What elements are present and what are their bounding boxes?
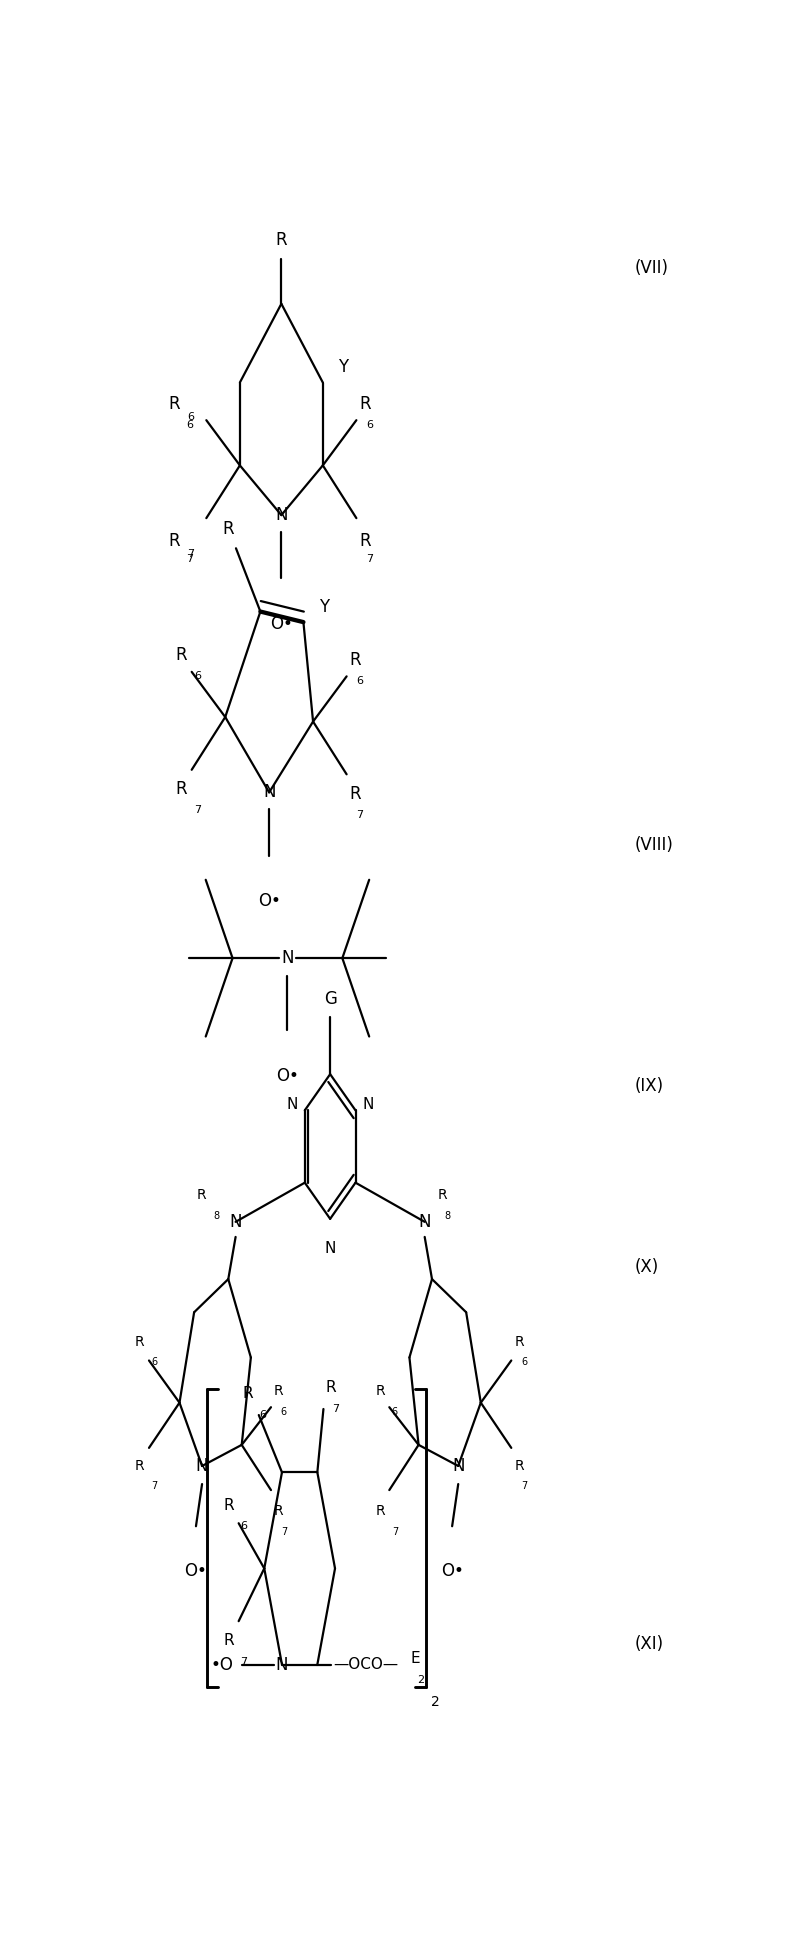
Text: G: G [323, 990, 337, 1008]
Text: R: R [176, 646, 187, 663]
Text: R: R [224, 1634, 234, 1648]
Text: R: R [135, 1460, 145, 1474]
Text: N: N [452, 1456, 464, 1476]
Text: 2: 2 [417, 1675, 424, 1685]
Text: N: N [196, 1456, 209, 1476]
Text: R: R [168, 395, 180, 413]
Text: (IX): (IX) [635, 1076, 664, 1096]
Text: R: R [360, 395, 371, 413]
Text: 7: 7 [281, 1526, 287, 1538]
Text: R: R [176, 781, 187, 798]
Text: 7: 7 [333, 1403, 340, 1415]
Text: N: N [275, 507, 287, 524]
Text: 2: 2 [430, 1695, 439, 1708]
Text: 6: 6 [281, 1407, 287, 1417]
Text: R: R [223, 521, 235, 538]
Text: 7: 7 [151, 1481, 157, 1491]
Text: O•: O• [441, 1562, 464, 1581]
Text: Y: Y [319, 599, 329, 616]
Text: N: N [229, 1213, 242, 1231]
Text: 6: 6 [366, 419, 373, 431]
Text: (VII): (VII) [635, 258, 669, 278]
Text: 7: 7 [187, 550, 194, 560]
Text: R: R [168, 532, 180, 550]
Text: 7: 7 [194, 806, 201, 816]
Text: •O: •O [210, 1656, 233, 1673]
Text: 8: 8 [445, 1211, 451, 1221]
Text: R: R [375, 1384, 385, 1397]
Text: 6: 6 [521, 1356, 527, 1368]
Text: N: N [275, 1656, 288, 1673]
Text: 6: 6 [151, 1356, 157, 1368]
Text: R: R [275, 231, 287, 249]
Text: O•: O• [276, 1067, 299, 1084]
Text: R: R [274, 1505, 283, 1519]
Text: N: N [362, 1096, 373, 1112]
Text: (XI): (XI) [635, 1634, 664, 1654]
Text: R: R [515, 1335, 524, 1350]
Text: N: N [263, 783, 275, 800]
Text: (VIII): (VIII) [635, 836, 674, 853]
Text: R: R [349, 785, 361, 802]
Text: Y: Y [338, 358, 348, 376]
Text: 7: 7 [521, 1481, 527, 1491]
Text: O•: O• [270, 614, 293, 632]
Text: 7: 7 [366, 554, 373, 564]
Text: (X): (X) [635, 1258, 660, 1276]
Text: O•: O• [257, 892, 281, 910]
Text: 6: 6 [187, 413, 194, 423]
Text: R: R [438, 1188, 448, 1202]
Text: N: N [419, 1213, 431, 1231]
Text: R: R [375, 1505, 385, 1519]
Text: 6: 6 [194, 671, 201, 681]
Text: 6: 6 [357, 675, 364, 685]
Text: N: N [324, 1241, 336, 1256]
Text: 7: 7 [392, 1526, 398, 1538]
Text: 7: 7 [357, 810, 364, 820]
Text: R: R [224, 1497, 234, 1513]
Text: R: R [135, 1335, 145, 1350]
Text: 7: 7 [241, 1658, 248, 1667]
Text: 8: 8 [213, 1211, 219, 1221]
Text: 6: 6 [260, 1411, 266, 1421]
Text: 6: 6 [241, 1521, 247, 1530]
Text: R: R [326, 1380, 337, 1395]
Text: R: R [515, 1460, 524, 1474]
Text: 6: 6 [187, 419, 193, 431]
Text: R: R [197, 1188, 206, 1202]
Text: E: E [410, 1652, 419, 1665]
Text: R: R [349, 652, 361, 669]
Text: R: R [360, 532, 371, 550]
Text: N: N [281, 949, 294, 967]
Text: —OCO—: —OCO— [334, 1658, 399, 1671]
Text: O•: O• [184, 1562, 208, 1581]
Text: 6: 6 [392, 1407, 398, 1417]
Text: N: N [287, 1096, 298, 1112]
Text: R: R [274, 1384, 283, 1397]
Text: R: R [242, 1386, 253, 1401]
Text: 7: 7 [187, 554, 194, 564]
